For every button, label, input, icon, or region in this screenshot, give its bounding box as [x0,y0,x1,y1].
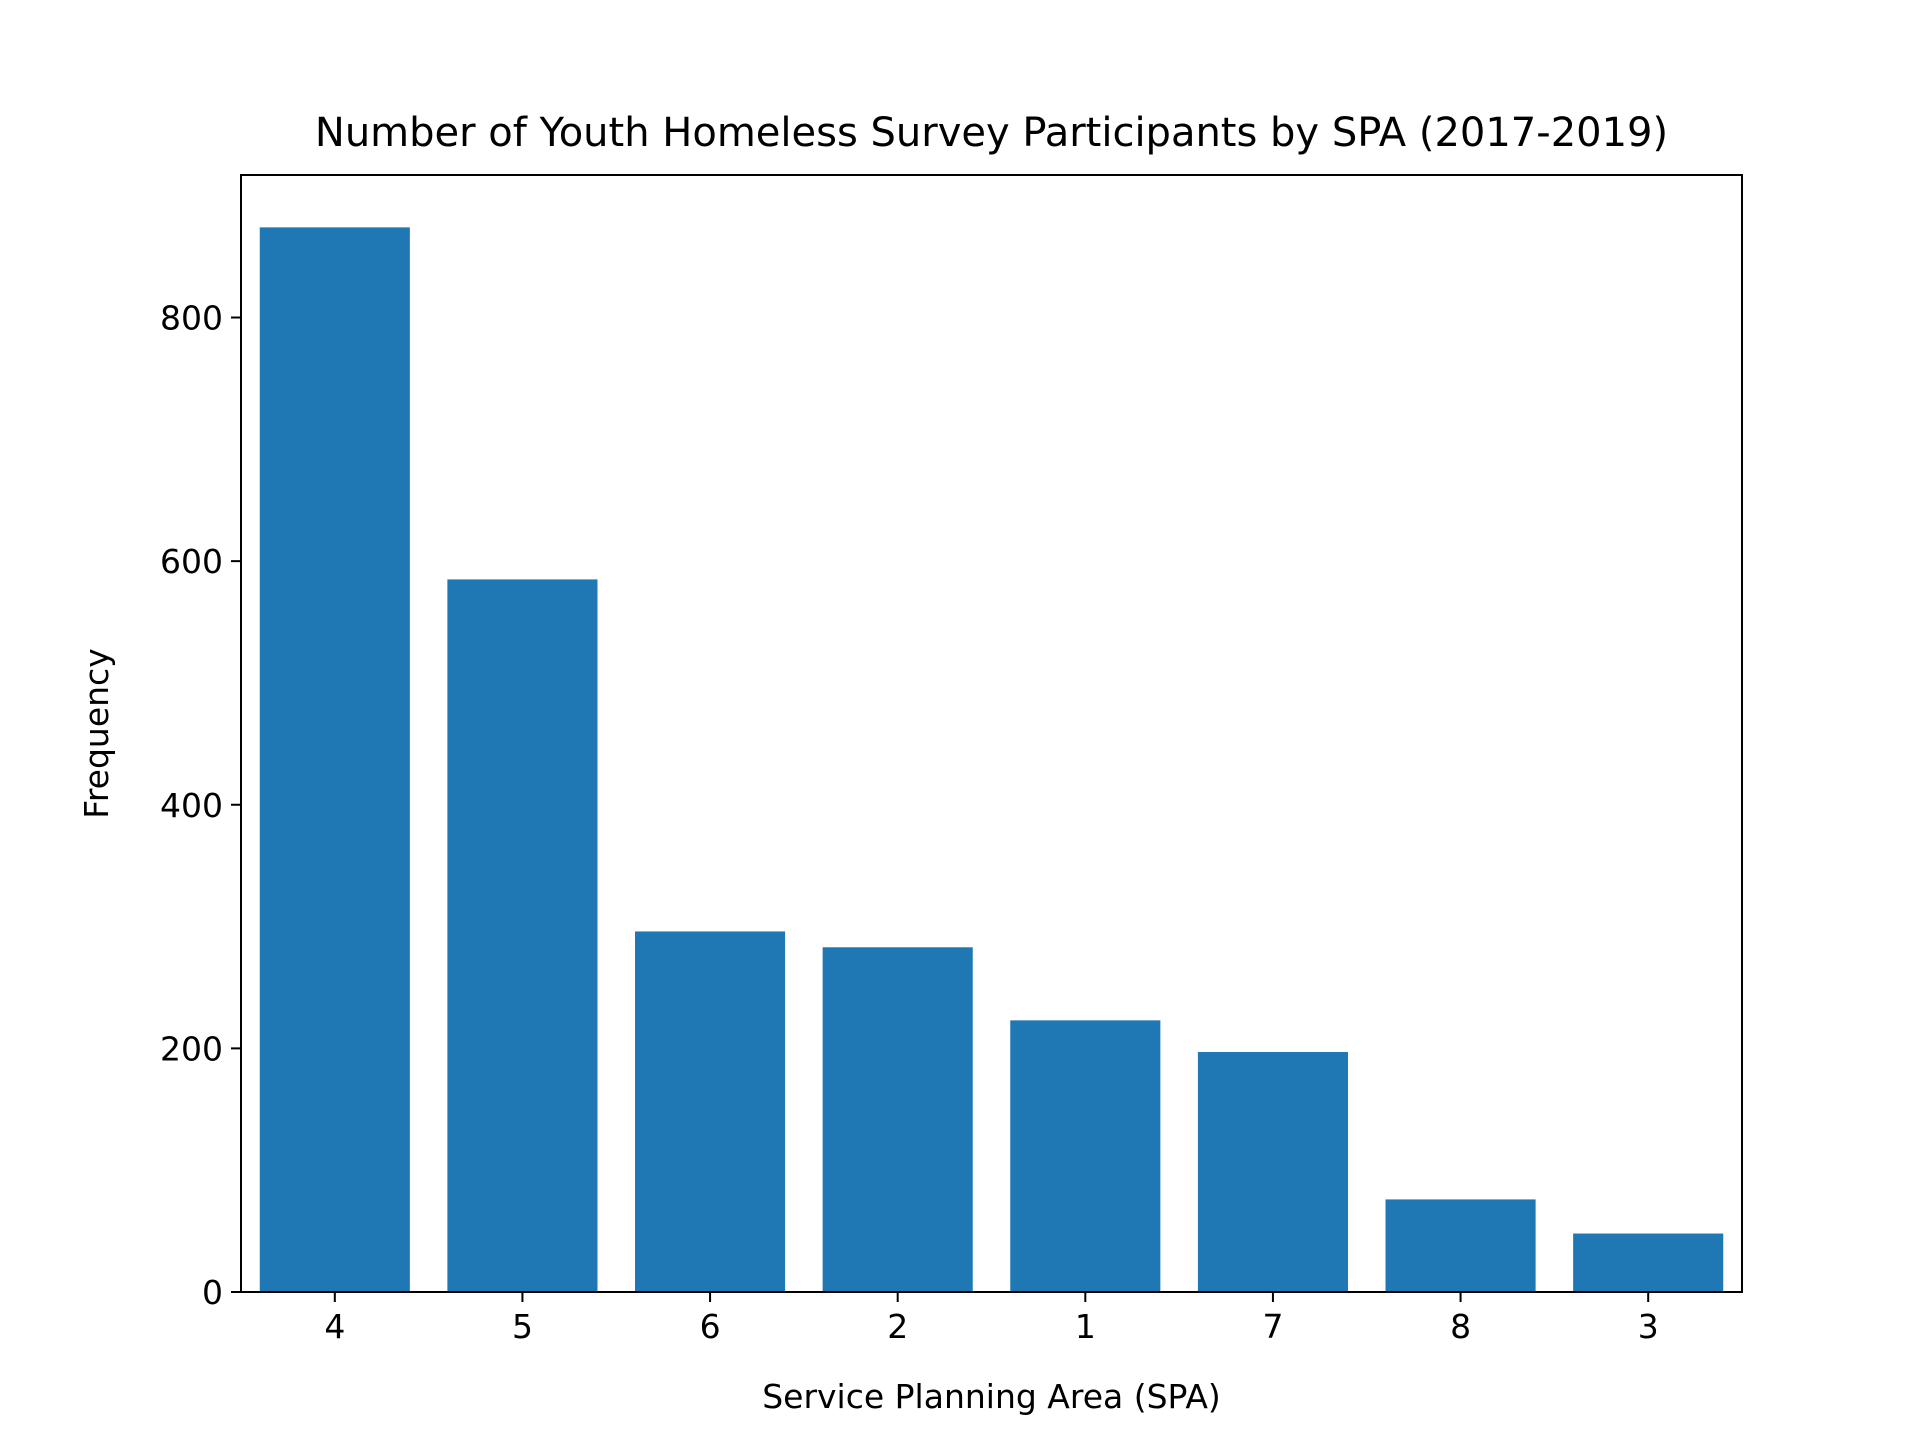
bar-spa-3 [1573,1233,1724,1292]
bar-spa-4 [259,227,410,1292]
x-axis-label: Service Planning Area (SPA) [762,1377,1221,1416]
x-tick-label: 6 [700,1307,721,1346]
bar-spa-7 [1197,1052,1348,1292]
bar-spa-2 [822,947,973,1292]
y-tick-label: 800 [160,299,223,338]
y-tick-label: 0 [202,1273,223,1312]
bars-layer [259,227,1724,1292]
plot-frame [240,174,1743,1293]
y-axis-label: Frequency [77,648,116,818]
bar-spa-8 [1385,1199,1536,1292]
chart-title: Number of Youth Homeless Survey Particip… [315,110,1668,156]
y-tick-label: 600 [160,542,223,581]
x-ticks: 4 5 6 2 1 7 8 3 [324,1292,1659,1346]
bar-spa-6 [635,931,786,1292]
y-tick-label: 400 [160,786,223,825]
x-tick-label: 8 [1450,1307,1471,1346]
bar-spa-1 [1010,1020,1161,1292]
x-tick-label: 7 [1262,1307,1283,1346]
x-tick-label: 1 [1075,1307,1096,1346]
x-tick-label: 5 [512,1307,533,1346]
x-tick-label: 4 [324,1307,345,1346]
bar-spa-5 [447,579,598,1292]
y-ticks: 0 200 400 600 800 [160,299,241,1312]
y-tick-label: 200 [160,1029,223,1068]
x-tick-label: 3 [1638,1307,1659,1346]
x-tick-label: 2 [887,1307,908,1346]
